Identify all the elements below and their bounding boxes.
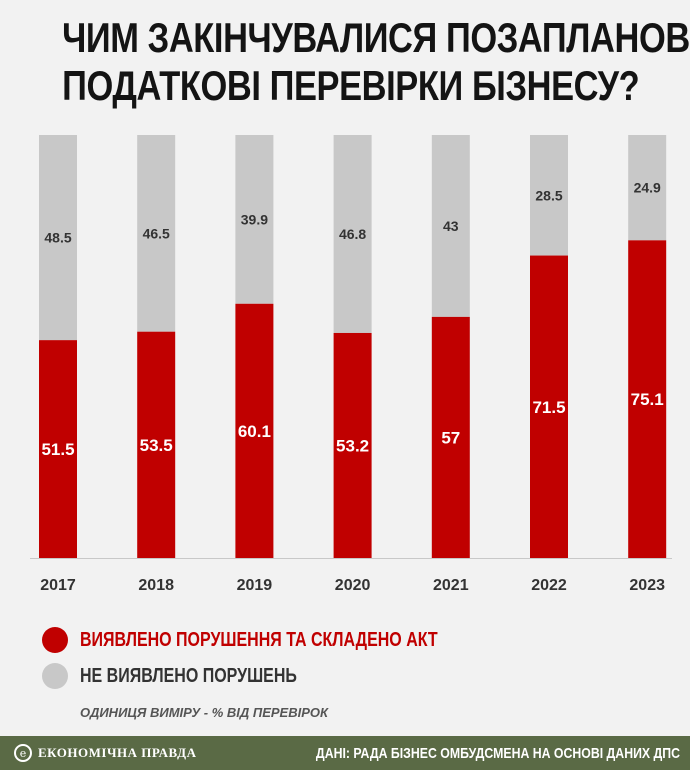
x-tick-label-2020: 2020: [335, 577, 371, 594]
legend-swatch-no-violation: [42, 663, 68, 689]
footer-bar: e ЕКОНОМІЧНА ПРАВДА ДАНІ: РАДА БІЗНЕС ОМ…: [0, 736, 690, 770]
bar-violation-2022: [530, 255, 568, 558]
data-label-violation-2017: 51.5: [41, 440, 74, 459]
legend-item-violation: ВИЯВЛЕНО ПОРУШЕННЯ ТА СКЛАДЕНО АКТ: [42, 622, 527, 658]
data-label-no-violation-2023: 24.9: [634, 180, 661, 196]
bar-violation-2017: [39, 340, 77, 558]
x-tick-label-2017: 2017: [40, 577, 76, 594]
data-label-violation-2018: 53.5: [140, 436, 173, 455]
x-tick-label-2019: 2019: [237, 577, 273, 594]
stacked-bar-chart: 48.5 51.5 2017 46.5 53.5 2018 39.9 60.1 2019 46.8…: [30, 135, 672, 594]
data-label-no-violation-2020: 46.8: [339, 226, 366, 242]
bar-no-violation-2018: [137, 135, 176, 332]
data-label-no-violation-2017: 48.5: [44, 230, 71, 246]
data-label-violation-2019: 60.1: [238, 422, 271, 441]
data-label-violation-2023: 75.1: [631, 390, 664, 409]
legend-label-no-violation: НЕ ВИЯВЛЕНО ПОРУШЕНЬ: [80, 664, 297, 687]
bar-no-violation-2021: [431, 135, 470, 317]
data-label-no-violation-2021: 43: [443, 218, 459, 234]
bar-violation-2020: [333, 332, 372, 558]
legend-item-no-violation: НЕ ВИЯВЛЕНО ПОРУШЕНЬ: [42, 658, 527, 694]
data-label-no-violation-2018: 46.5: [143, 225, 170, 241]
x-tick-label-2022: 2022: [531, 577, 567, 594]
chart-title: ЧИМ ЗАКІНЧУВАЛИСЯ ПОЗАПЛАНОВІ ПОДАТКОВІ …: [62, 14, 690, 110]
data-label-no-violation-2022: 28.5: [535, 187, 562, 203]
brand: e ЕКОНОМІЧНА ПРАВДА: [14, 744, 197, 762]
data-label-violation-2022: 71.5: [532, 398, 565, 417]
x-tick-label-2018: 2018: [138, 577, 174, 594]
bar-violation-2021: [431, 316, 470, 558]
legend-label-violation: ВИЯВЛЕНО ПОРУШЕННЯ ТА СКЛАДЕНО АКТ: [80, 628, 438, 651]
x-tick-label-2023: 2023: [629, 577, 665, 594]
data-source: ДАНІ: РАДА БІЗНЕС ОМБУДСМЕНА НА ОСНОВІ Д…: [315, 744, 680, 762]
bar-violation-2018: [137, 331, 176, 558]
brand-logo-icon: e: [14, 744, 32, 762]
bar-no-violation-2020: [333, 135, 372, 333]
unit-note: ОДИНИЦЯ ВИМІРУ - % ВІД ПЕРЕВІРОК: [80, 705, 329, 720]
brand-name: ЕКОНОМІЧНА ПРАВДА: [38, 745, 197, 760]
bar-no-violation-2022: [530, 135, 568, 256]
chart-title-line-1: ЧИМ ЗАКІНЧУВАЛИСЯ ПОЗАПЛАНОВІ: [62, 14, 690, 61]
bar-no-violation-2017: [39, 135, 77, 341]
legend-swatch-violation: [42, 627, 68, 653]
chart-title-line-2: ПОДАТКОВІ ПЕРЕВІРКИ БІЗНЕСУ?: [62, 62, 640, 109]
bar-violation-2019: [235, 303, 274, 558]
data-label-no-violation-2019: 39.9: [241, 211, 268, 227]
data-label-violation-2021: 57: [441, 428, 460, 447]
bar-violation-2023: [628, 240, 667, 558]
bar-no-violation-2023: [628, 135, 667, 241]
x-tick-label-2021: 2021: [433, 577, 469, 594]
legend: ВИЯВЛЕНО ПОРУШЕННЯ ТА СКЛАДЕНО АКТ НЕ ВИ…: [42, 622, 527, 694]
data-label-violation-2020: 53.2: [336, 436, 369, 455]
bar-no-violation-2019: [235, 135, 274, 304]
